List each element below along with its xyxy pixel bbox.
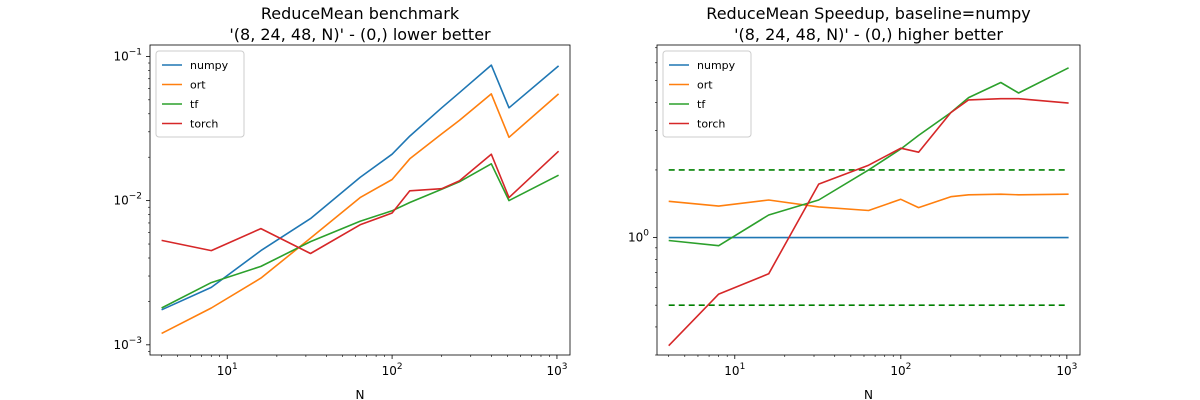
series-line-tf bbox=[161, 163, 559, 309]
x-tick-label: 103 bbox=[1056, 362, 1077, 378]
legend-box bbox=[662, 50, 752, 138]
benchmark-chart: ReduceMean benchmark '(8, 24, 48, N)' - (… bbox=[113, 4, 571, 400]
x-tick-label: 101 bbox=[724, 362, 745, 378]
plot-frame bbox=[656, 44, 1081, 356]
x-tick-label: 102 bbox=[890, 362, 911, 378]
x-axis-label: N bbox=[864, 388, 873, 400]
legend-label-ort: ort bbox=[190, 79, 206, 92]
chart-subtitle: '(8, 24, 48, N)' - (0,) lower better bbox=[229, 25, 491, 44]
y-tick-label: 10−3 bbox=[113, 336, 142, 352]
x-tick-label: 102 bbox=[382, 362, 403, 378]
x-axis-label: N bbox=[356, 388, 365, 400]
legend-label-ort: ort bbox=[697, 79, 713, 92]
series-line-torch bbox=[161, 150, 560, 255]
legend-label-torch: torch bbox=[190, 118, 218, 131]
legend-label-numpy: numpy bbox=[190, 59, 229, 72]
x-tick-label: 101 bbox=[217, 362, 238, 378]
chart-title: ReduceMean Speedup, baseline=numpy bbox=[706, 4, 1030, 23]
y-tick-label: 10−2 bbox=[113, 192, 142, 208]
chart-title: ReduceMean benchmark bbox=[261, 4, 460, 23]
x-tick-label: 103 bbox=[546, 362, 567, 378]
series-line-tf bbox=[668, 67, 1069, 247]
legend-label-tf: tf bbox=[697, 98, 706, 111]
legend-box bbox=[155, 50, 245, 138]
y-tick-label: 10−1 bbox=[113, 47, 142, 63]
plot-frame bbox=[149, 44, 571, 356]
speedup-chart: ReduceMean Speedup, baseline=numpy '(8, 2… bbox=[628, 4, 1081, 400]
chart-subtitle: '(8, 24, 48, N)' - (0,) higher better bbox=[734, 25, 1003, 44]
series-line-ort bbox=[668, 193, 1069, 212]
series-line-torch bbox=[668, 97, 1069, 347]
y-tick-label: 100 bbox=[628, 229, 649, 245]
series-line-ort bbox=[161, 93, 560, 335]
legend-label-tf: tf bbox=[190, 98, 199, 111]
series-line-numpy bbox=[161, 64, 560, 311]
legend-label-torch: torch bbox=[697, 118, 725, 131]
legend-label-numpy: numpy bbox=[697, 59, 736, 72]
